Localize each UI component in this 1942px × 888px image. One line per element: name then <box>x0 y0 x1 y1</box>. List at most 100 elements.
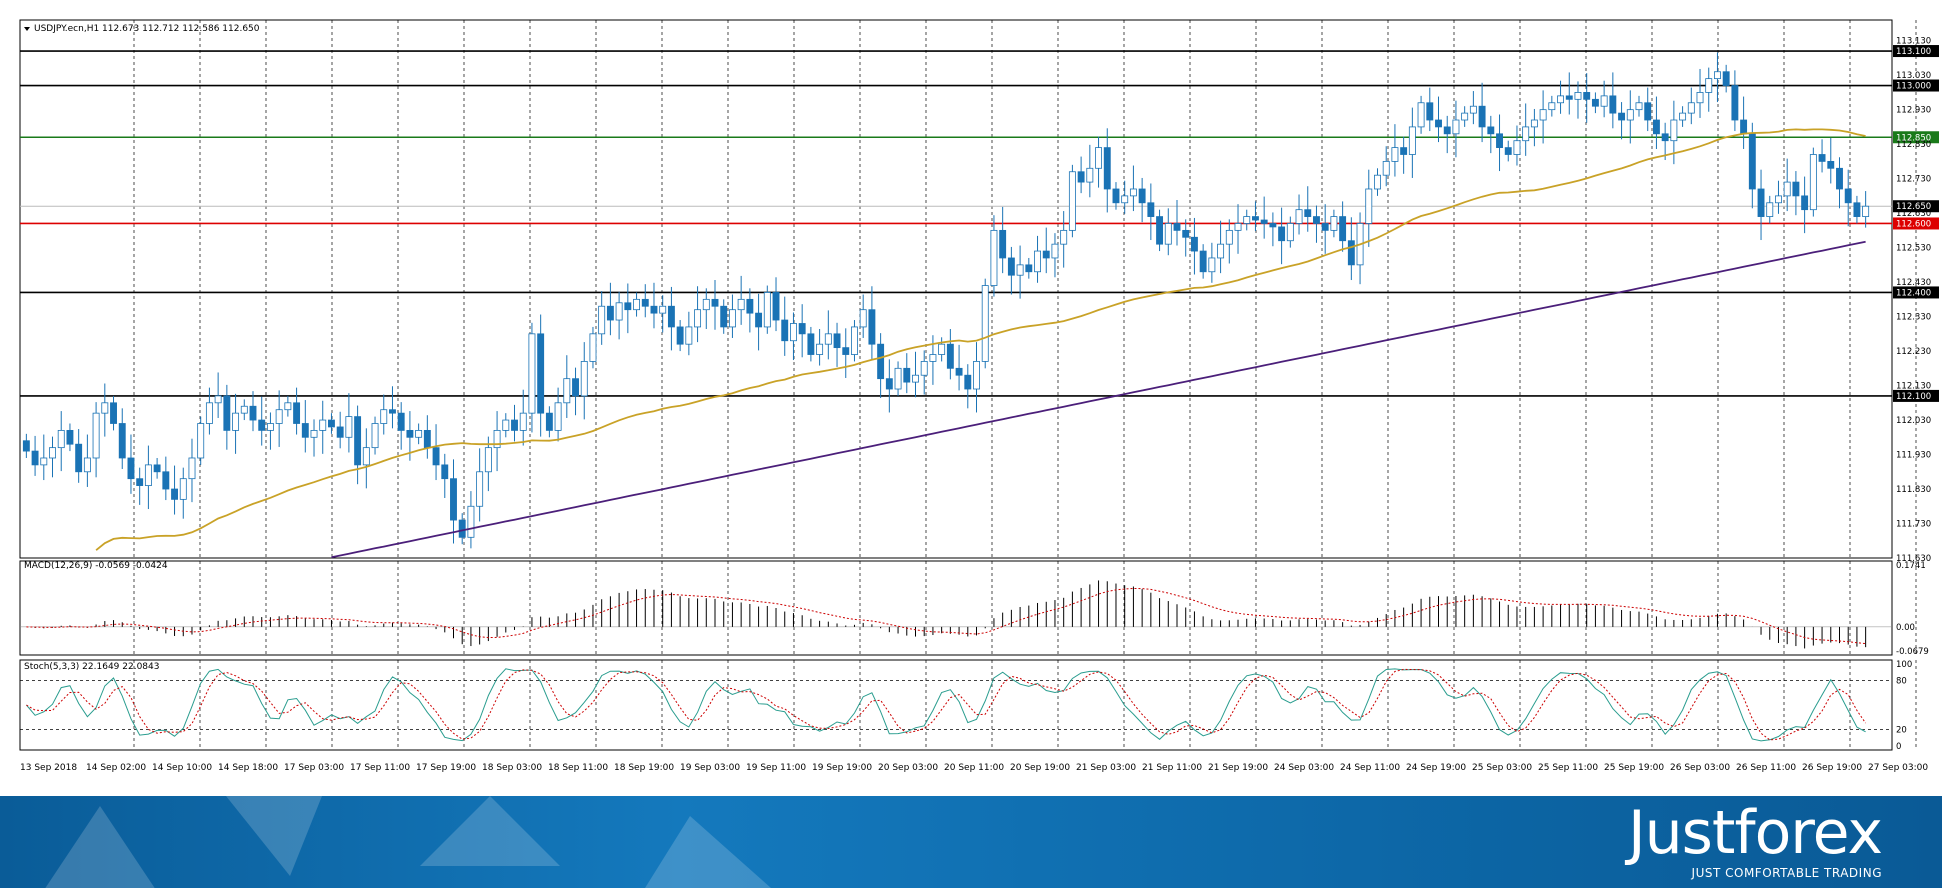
candle-body <box>1156 216 1164 245</box>
candle-body <box>615 302 623 321</box>
candle-body <box>1461 112 1469 121</box>
candles <box>22 52 1870 549</box>
candle-body <box>798 323 806 335</box>
candle-body <box>310 429 318 438</box>
candle-body <box>929 354 937 362</box>
candle-body <box>1539 109 1547 121</box>
x-tick-label: 17 Sep 11:00 <box>350 763 410 773</box>
candle-body <box>1304 209 1312 217</box>
candle-body <box>1766 202 1774 217</box>
candle-body <box>1487 126 1495 135</box>
candle-body <box>1278 226 1286 242</box>
candle-body <box>275 409 283 424</box>
price-axis: 113.130 113.030 112.930 112.830 112.730 112.6… <box>1896 37 1931 752</box>
candle-body <box>1853 202 1861 217</box>
candle-body <box>49 447 56 459</box>
candle-body <box>885 378 893 390</box>
y-tick-label: 112.230 <box>1896 347 1931 357</box>
stoch-tick-label: 100 <box>1896 660 1912 670</box>
stoch-tick-label: 20 <box>1896 726 1907 736</box>
candle-body <box>1731 85 1739 121</box>
candle-body <box>380 409 388 424</box>
trading-chart[interactable]: 113.100 113.000 112.850 112.600 112.400 112.1… <box>0 0 1942 796</box>
candle-body <box>1286 223 1294 242</box>
y-tick-label: 112.430 <box>1896 278 1931 288</box>
candle-body <box>441 464 449 480</box>
candle-body <box>563 378 571 404</box>
stoch-main-line <box>26 668 1866 742</box>
candle-body <box>467 505 475 538</box>
candle-body <box>1374 174 1381 190</box>
candle-body <box>606 305 614 321</box>
candle-body <box>781 319 789 342</box>
candle-body <box>118 423 126 459</box>
y-tick-label: 113.030 <box>1896 71 1931 81</box>
y-tick-label: 112.630 <box>1896 209 1931 219</box>
candle-body <box>1792 181 1800 197</box>
candle-body <box>1801 195 1809 211</box>
candle-body <box>859 309 867 328</box>
candle-body <box>1469 105 1477 114</box>
candle-body <box>328 419 335 428</box>
level-tag-label: 113.000 <box>1896 82 1931 92</box>
x-tick-label: 13 Sep 2018 <box>20 763 77 773</box>
candle-body <box>659 305 667 314</box>
candle-body <box>266 423 274 431</box>
y-tick-label: 113.130 <box>1896 37 1931 47</box>
macd-signal-line <box>26 587 1866 645</box>
candle-body <box>75 443 83 473</box>
candle-body <box>1190 236 1198 252</box>
candle-body <box>205 402 213 424</box>
candle-body <box>1208 257 1216 273</box>
candle-body <box>101 402 109 414</box>
candle-body <box>589 333 597 362</box>
candle-body <box>667 305 675 328</box>
candle-body <box>554 402 562 431</box>
chart-title-dropdown-icon[interactable] <box>24 27 30 31</box>
candle-body <box>1443 126 1451 135</box>
moving-averages <box>95 128 1866 559</box>
y-tick-label: 111.830 <box>1896 485 1931 495</box>
x-tick-label: 19 Sep 19:00 <box>812 763 872 773</box>
grid <box>133 20 1917 750</box>
x-tick-label: 18 Sep 11:00 <box>548 763 608 773</box>
x-tick-label: 27 Sep 03:00 <box>1868 763 1928 773</box>
candle-body <box>502 419 510 431</box>
candle-body <box>336 426 344 438</box>
candle-body <box>511 419 518 431</box>
stoch-tick-label: 80 <box>1896 676 1907 686</box>
candle-body <box>580 361 588 397</box>
y-tick-label: 112.530 <box>1896 244 1931 254</box>
candle-body <box>1600 95 1608 107</box>
candle-body <box>999 229 1007 259</box>
candle-body <box>476 471 484 507</box>
candle-body <box>1077 171 1085 183</box>
candle-body <box>171 488 178 500</box>
candle-body <box>1269 223 1277 228</box>
candle-body <box>633 298 640 311</box>
candle-body <box>920 361 928 376</box>
level-tag <box>1893 45 1939 58</box>
macd-tick-label: 0.00 <box>1896 623 1915 633</box>
candle-body <box>345 416 353 438</box>
x-tick-label: 20 Sep 03:00 <box>878 763 938 773</box>
candle-body <box>1217 243 1225 259</box>
candle-body <box>1496 133 1503 149</box>
candle-body <box>1321 223 1329 231</box>
candle-body <box>964 374 972 390</box>
candle-body <box>955 367 963 376</box>
candle-body <box>423 429 431 449</box>
candle-body <box>528 333 536 414</box>
candle-body <box>232 412 240 431</box>
candle-body <box>737 298 745 311</box>
candle-body <box>1339 216 1347 242</box>
candle-body <box>1670 119 1678 142</box>
level-tag-label: 112.850 <box>1896 133 1931 143</box>
x-tick-label: 20 Sep 11:00 <box>944 763 1004 773</box>
candle-body <box>763 292 771 328</box>
horizontal-levels[interactable]: 113.100 113.000 112.850 112.600 112.400 112.1… <box>20 45 1939 402</box>
macd-panel-frame <box>19 560 1893 656</box>
candle-body <box>1618 112 1626 121</box>
candle-body <box>1583 92 1591 100</box>
candle-body <box>389 409 396 414</box>
